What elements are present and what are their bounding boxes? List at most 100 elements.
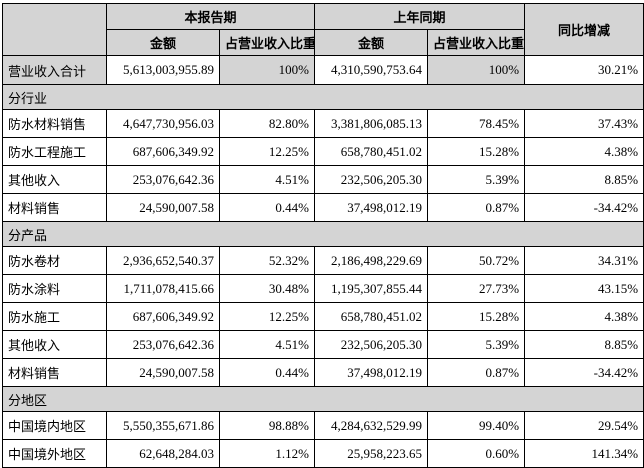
- current-pct-cell: 98.88%: [218, 411, 316, 440]
- prior-pct-cell: 50.72%: [427, 246, 526, 275]
- corner-empty-cell: [2, 3, 107, 56]
- data-row: 防水施工 687,606,349.92 12.25% 658,780,451.0…: [2, 302, 644, 331]
- section-title-cell: 分地区: [1, 386, 644, 412]
- header-row-1: 本报告期 上年同期 同比增减: [2, 3, 644, 56]
- prior-amount-cell: 37,498,012.19: [314, 358, 429, 387]
- prior-pct-cell: 15.28%: [427, 302, 526, 331]
- prior-pct-cell: 0.87%: [427, 358, 526, 387]
- prior-amount-cell: 658,780,451.02: [314, 137, 429, 166]
- yoy-cell: 141.34%: [524, 439, 644, 468]
- data-row: 防水材料销售 4,647,730,956.03 82.80% 3,381,806…: [2, 109, 644, 138]
- data-row: 材料销售 24,590,007.58 0.44% 37,498,012.19 0…: [2, 193, 644, 222]
- current-pct-cell: 52.32%: [218, 246, 316, 275]
- prior-pct-cell: 15.28%: [427, 137, 526, 166]
- yoy-cell: 8.85%: [524, 330, 644, 359]
- current-pct-cell: 4.51%: [218, 165, 316, 194]
- prior-pct-cell: 27.73%: [427, 274, 526, 303]
- prior-pct-cell: 78.45%: [427, 109, 526, 138]
- yoy-cell: 29.54%: [524, 411, 644, 440]
- row-label-cell: 营业收入合计: [2, 55, 107, 85]
- yoy-cell: -34.42%: [524, 193, 644, 222]
- current-pct-cell: 0.44%: [218, 358, 316, 387]
- current-amount-cell: 24,590,007.58: [106, 193, 220, 222]
- current-amount-cell: 5,613,003,955.89: [106, 55, 220, 85]
- prior-amount-header: 金额: [314, 29, 429, 56]
- prior-amount-cell: 25,958,223.65: [314, 439, 429, 468]
- section-header-row-industry: 分行业: [1, 84, 644, 110]
- header-row-2: 金额 占营业收入比重 金额 占营业收入比重: [3, 29, 644, 56]
- row-label-cell: 材料销售: [2, 358, 107, 387]
- current-amount-cell: 62,648,284.03: [106, 439, 220, 468]
- yoy-cell: 30.21%: [524, 55, 644, 85]
- current-pct-cell: 12.25%: [218, 302, 316, 331]
- prior-amount-cell: 1,195,307,855.44: [314, 274, 429, 303]
- yoy-cell: -34.42%: [524, 358, 644, 387]
- prior-pct-cell: 5.39%: [427, 165, 526, 194]
- row-label-cell: 防水材料销售: [2, 109, 107, 138]
- current-pct-cell: 30.48%: [218, 274, 316, 303]
- section-header-row-region: 分地区: [1, 386, 644, 412]
- row-label-cell: 材料销售: [2, 193, 107, 222]
- row-label-cell: 中国境外地区: [2, 439, 107, 468]
- prior-pct-cell: 0.87%: [427, 193, 526, 222]
- yoy-cell: 4.38%: [524, 302, 644, 331]
- prior-amount-cell: 658,780,451.02: [314, 302, 429, 331]
- current-pct-cell: 1.12%: [218, 439, 316, 468]
- section-title-cell: 分行业: [1, 84, 644, 110]
- current-period-header: 本报告期: [105, 3, 316, 30]
- data-row: 其他收入 253,076,642.36 4.51% 232,506,205.30…: [2, 165, 644, 194]
- data-row: 防水卷材 2,936,652,540.37 52.32% 2,186,498,2…: [2, 246, 644, 275]
- row-label-cell: 其他收入: [2, 330, 107, 359]
- section-header-row-product: 分产品: [1, 221, 644, 247]
- current-amount-cell: 1,711,078,415.66: [106, 274, 220, 303]
- current-pct-cell: 82.80%: [218, 109, 316, 138]
- prior-amount-cell: 232,506,205.30: [314, 330, 429, 359]
- data-row: 其他收入 253,076,642.36 4.51% 232,506,205.30…: [2, 330, 644, 359]
- prior-pct-cell: 0.60%: [427, 439, 526, 468]
- current-amount-cell: 24,590,007.58: [106, 358, 220, 387]
- prior-amount-cell: 4,310,590,753.64: [314, 55, 429, 85]
- row-label-cell: 其他收入: [2, 165, 107, 194]
- current-amount-cell: 687,606,349.92: [106, 137, 220, 166]
- row-label-cell: 防水工程施工: [2, 137, 107, 166]
- current-pct-cell: 100%: [218, 55, 316, 85]
- current-pct-cell: 4.51%: [218, 330, 316, 359]
- data-row: 防水工程施工 687,606,349.92 12.25% 658,780,451…: [2, 137, 644, 166]
- current-amount-cell: 253,076,642.36: [106, 165, 220, 194]
- current-amount-cell: 5,550,355,671.86: [106, 411, 220, 440]
- current-amount-cell: 4,647,730,956.03: [106, 109, 220, 138]
- current-amount-header: 金额: [106, 29, 220, 56]
- prior-amount-cell: 37,498,012.19: [314, 193, 429, 222]
- current-pct-cell: 12.25%: [218, 137, 316, 166]
- yoy-cell: 37.43%: [524, 109, 644, 138]
- yoy-change-header: 同比增减: [524, 3, 644, 56]
- current-amount-cell: 2,936,652,540.37: [106, 246, 220, 275]
- data-row: 防水涂料 1,711,078,415.66 30.48% 1,195,307,8…: [2, 274, 644, 303]
- total-revenue-row: 营业收入合计 5,613,003,955.89 100% 4,310,590,7…: [2, 55, 644, 85]
- row-label-cell: 防水施工: [2, 302, 107, 331]
- prior-pct-header: 占营业收入比重: [427, 29, 526, 56]
- prior-pct-cell: 5.39%: [427, 330, 526, 359]
- prior-period-header: 上年同期: [314, 3, 526, 30]
- current-amount-cell: 687,606,349.92: [106, 302, 220, 331]
- row-label-cell: 中国境内地区: [2, 411, 107, 440]
- yoy-cell: 8.85%: [524, 165, 644, 194]
- data-row: 材料销售 24,590,007.58 0.44% 37,498,012.19 0…: [2, 358, 644, 387]
- data-row: 中国境外地区 62,648,284.03 1.12% 25,958,223.65…: [2, 439, 644, 468]
- prior-amount-cell: 3,381,806,085.13: [314, 109, 429, 138]
- revenue-breakdown-table: 本报告期 上年同期 同比增减 金额 占营业收入比重 金额 占营业收入比重 营业收…: [1, 3, 644, 468]
- prior-amount-cell: 232,506,205.30: [314, 165, 429, 194]
- section-title-cell: 分产品: [1, 221, 644, 247]
- current-pct-cell: 0.44%: [218, 193, 316, 222]
- row-label-cell: 防水卷材: [2, 246, 107, 275]
- prior-pct-cell: 99.40%: [427, 411, 526, 440]
- yoy-cell: 34.31%: [524, 246, 644, 275]
- row-label-cell: 防水涂料: [2, 274, 107, 303]
- prior-amount-cell: 2,186,498,229.69: [314, 246, 429, 275]
- prior-amount-cell: 4,284,632,529.99: [314, 411, 429, 440]
- prior-pct-cell: 100%: [427, 55, 526, 85]
- data-row: 中国境内地区 5,550,355,671.86 98.88% 4,284,632…: [2, 411, 644, 440]
- yoy-cell: 4.38%: [524, 137, 644, 166]
- current-amount-cell: 253,076,642.36: [106, 330, 220, 359]
- yoy-cell: 43.15%: [524, 274, 644, 303]
